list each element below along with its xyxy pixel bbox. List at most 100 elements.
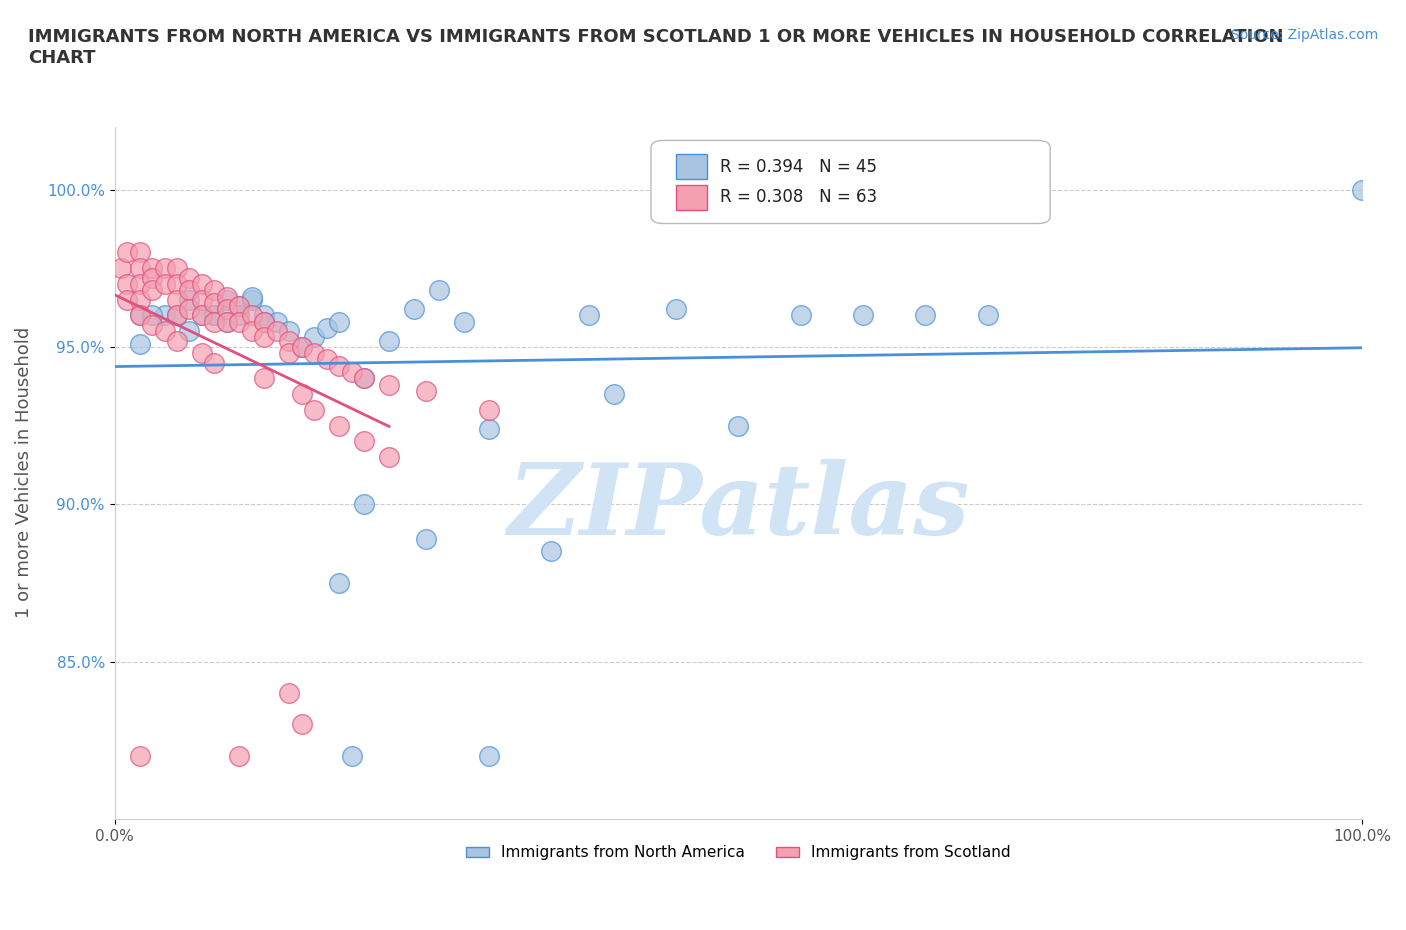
Immigrants from North America (191, 308, 214, 323)
Immigrants from North America (340, 749, 363, 764)
Immigrants from North America (215, 292, 238, 307)
Text: Source: ZipAtlas.com: Source: ZipAtlas.com (1230, 28, 1378, 42)
Immigrants from North America (789, 308, 811, 323)
Immigrants from Scotland (378, 449, 401, 464)
Immigrants from Scotland (328, 358, 350, 373)
Immigrants from Scotland (179, 271, 201, 286)
Immigrants from Scotland (110, 260, 132, 275)
Immigrants from Scotland (240, 308, 263, 323)
Immigrants from Scotland (191, 276, 214, 291)
Immigrants from Scotland (291, 339, 314, 354)
FancyBboxPatch shape (651, 140, 1050, 223)
Immigrants from Scotland (278, 685, 301, 700)
Immigrants from North America (253, 314, 276, 329)
Immigrants from Scotland (328, 418, 350, 433)
Immigrants from Scotland (302, 403, 325, 418)
Y-axis label: 1 or more Vehicles in Household: 1 or more Vehicles in Household (15, 327, 32, 618)
Immigrants from North America (291, 339, 314, 354)
Immigrants from North America (665, 301, 688, 316)
Immigrants from Scotland (302, 346, 325, 361)
Immigrants from North America (128, 337, 150, 352)
Text: R = 0.308   N = 63: R = 0.308 N = 63 (720, 188, 877, 206)
Immigrants from North America (153, 308, 176, 323)
Immigrants from Scotland (415, 383, 437, 398)
Immigrants from Scotland (278, 333, 301, 348)
Immigrants from North America (540, 544, 562, 559)
Immigrants from Scotland (128, 276, 150, 291)
Immigrants from Scotland (378, 378, 401, 392)
Immigrants from Scotland (141, 317, 163, 332)
Immigrants from North America (328, 314, 350, 329)
Immigrants from North America (353, 371, 375, 386)
Immigrants from North America (328, 576, 350, 591)
Immigrants from Scotland (191, 308, 214, 323)
Immigrants from North America (266, 314, 288, 329)
Immigrants from Scotland (215, 301, 238, 316)
Immigrants from Scotland (128, 260, 150, 275)
Immigrants from Scotland (191, 292, 214, 307)
Immigrants from Scotland (353, 433, 375, 448)
Text: R = 0.394   N = 45: R = 0.394 N = 45 (720, 158, 876, 176)
Immigrants from Scotland (240, 324, 263, 339)
Text: ZIPatlas: ZIPatlas (508, 459, 970, 555)
Immigrants from North America (914, 308, 936, 323)
Immigrants from Scotland (141, 283, 163, 298)
Legend: Immigrants from North America, Immigrants from Scotland: Immigrants from North America, Immigrant… (460, 840, 1017, 867)
Immigrants from North America (128, 308, 150, 323)
Immigrants from Scotland (253, 330, 276, 345)
Immigrants from North America (402, 301, 425, 316)
FancyBboxPatch shape (676, 185, 707, 209)
Immigrants from Scotland (353, 371, 375, 386)
Immigrants from Scotland (253, 314, 276, 329)
Immigrants from North America (228, 308, 250, 323)
Immigrants from North America (302, 330, 325, 345)
Immigrants from North America (202, 308, 225, 323)
Immigrants from North America (852, 308, 875, 323)
Immigrants from Scotland (141, 271, 163, 286)
Immigrants from North America (578, 308, 600, 323)
Immigrants from North America (453, 314, 475, 329)
Immigrants from Scotland (278, 346, 301, 361)
Immigrants from Scotland (202, 355, 225, 370)
Immigrants from North America (179, 292, 201, 307)
Immigrants from Scotland (291, 717, 314, 732)
Immigrants from Scotland (153, 260, 176, 275)
Immigrants from North America (141, 308, 163, 323)
Immigrants from Scotland (115, 276, 138, 291)
Immigrants from Scotland (228, 299, 250, 313)
Immigrants from Scotland (253, 371, 276, 386)
Text: IMMIGRANTS FROM NORTH AMERICA VS IMMIGRANTS FROM SCOTLAND 1 OR MORE VEHICLES IN : IMMIGRANTS FROM NORTH AMERICA VS IMMIGRA… (28, 28, 1284, 67)
Immigrants from Scotland (153, 324, 176, 339)
Immigrants from Scotland (179, 283, 201, 298)
Immigrants from North America (478, 421, 501, 436)
Immigrants from Scotland (166, 276, 188, 291)
Immigrants from North America (727, 418, 749, 433)
Immigrants from North America (253, 308, 276, 323)
Immigrants from Scotland (166, 333, 188, 348)
Immigrants from North America (202, 308, 225, 323)
Immigrants from Scotland (202, 296, 225, 311)
FancyBboxPatch shape (676, 154, 707, 179)
Immigrants from Scotland (115, 292, 138, 307)
Immigrants from Scotland (179, 301, 201, 316)
Immigrants from Scotland (128, 308, 150, 323)
Immigrants from Scotland (128, 749, 150, 764)
Immigrants from North America (166, 308, 188, 323)
Immigrants from Scotland (315, 352, 337, 367)
Immigrants from Scotland (115, 245, 138, 259)
Immigrants from Scotland (340, 365, 363, 379)
Immigrants from Scotland (215, 314, 238, 329)
Immigrants from Scotland (128, 245, 150, 259)
Immigrants from North America (228, 299, 250, 313)
Immigrants from Scotland (202, 314, 225, 329)
Immigrants from Scotland (166, 260, 188, 275)
Immigrants from North America (478, 749, 501, 764)
Immigrants from North America (278, 324, 301, 339)
Immigrants from North America (415, 531, 437, 546)
Immigrants from North America (353, 497, 375, 512)
Immigrants from Scotland (166, 308, 188, 323)
Immigrants from Scotland (228, 314, 250, 329)
Immigrants from Scotland (266, 324, 288, 339)
Immigrants from North America (378, 333, 401, 348)
Immigrants from North America (179, 324, 201, 339)
